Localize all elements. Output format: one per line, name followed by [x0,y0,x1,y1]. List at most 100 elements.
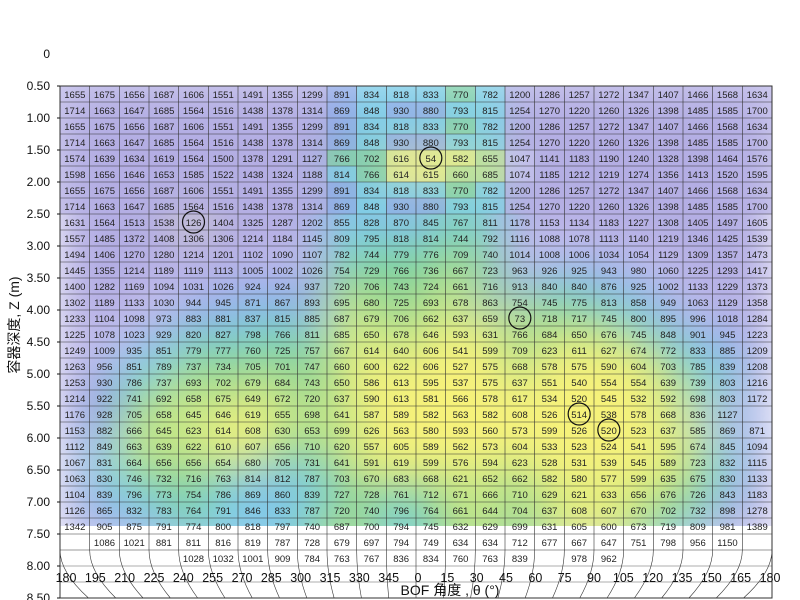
cell-value: 1466 [687,90,708,101]
color-cell [473,356,507,376]
cell-value: 595 [423,378,439,389]
color-cell-top [416,86,446,102]
cell-value: 1516 [213,106,234,117]
cell-value: 620 [334,442,350,453]
color-cell [87,324,122,344]
cell-value: 617 [512,394,528,405]
color-cell-top [208,166,238,182]
color-cell [740,420,772,440]
x-tick-label: 195 [85,571,106,585]
cell-value: 1287 [272,218,293,229]
cell-value: 660 [334,362,350,373]
cell-value: 930 [393,106,409,117]
cell-value: 1485 [94,234,115,245]
cell-value: 924 [245,282,261,293]
cell-value: 1008 [539,250,560,261]
color-cell [710,324,745,344]
color-cell [295,484,329,504]
color-cell-top [712,150,743,166]
color-cell-top [386,134,416,150]
color-cell [295,452,329,472]
cell-value: 1564 [183,138,204,149]
cell-value: 630 [275,426,291,437]
color-cell [592,212,626,232]
color-cell [414,356,448,376]
cell-value: 796 [126,490,142,501]
color-cell [265,276,300,296]
cell-value: 840 [542,282,558,293]
color-cell-top [178,102,209,118]
cell-value: 720 [304,394,320,405]
color-cell [117,404,151,424]
color-cell [354,276,389,296]
cell-value: 697 [364,538,380,549]
grid-curve [386,549,390,599]
color-cell [265,420,300,440]
cell-value: 865 [97,506,113,517]
color-cell-top [653,198,683,214]
cell-value: 1347 [628,90,649,101]
color-cell-top [208,102,238,118]
cell-value: 820 [186,330,202,341]
cell-value: 539 [601,458,617,469]
cell-value: 534 [542,394,558,405]
cell-value: 619 [245,410,261,421]
color-cell [473,388,507,408]
color-cell-top [89,102,120,118]
color-cell [532,436,567,456]
cell-value: 1002 [658,282,679,293]
color-cell [295,388,329,408]
cell-value: 573 [512,426,528,437]
color-cell [443,356,478,376]
cell-value: 744 [453,234,469,245]
cell-value: 1229 [717,282,738,293]
cell-value: 1516 [213,202,234,213]
color-cell-top [267,134,298,150]
color-cell [206,292,240,312]
cell-value: 608 [571,506,587,517]
color-cell-top [267,166,298,182]
cell-value: 1522 [213,170,234,181]
cell-value: 1278 [747,506,768,517]
color-cell [176,276,211,296]
cell-value: 763 [482,554,498,565]
color-cell-top [119,118,149,134]
color-cell-top [356,182,387,198]
cell-value: 1115 [747,458,767,469]
cell-value: 869 [334,202,350,213]
cell-value: 668 [512,362,528,373]
color-cell [532,292,567,312]
color-cell [443,468,478,488]
cell-value: 656 [156,458,172,469]
cell-value: 1280 [153,250,174,261]
cell-value: 1104 [65,490,85,501]
color-cell-top [327,118,357,134]
cell-value: 751 [631,538,647,549]
cell-value: 126 [186,218,202,229]
color-cell [681,356,715,376]
color-cell-top [505,102,535,118]
cell-value: 839 [304,490,320,501]
color-cell-top [623,166,654,182]
grid-curve [497,549,506,599]
cell-value: 674 [690,442,706,453]
cell-value: 1002 [272,266,293,277]
color-cell [206,388,240,408]
cell-value: 1176 [65,410,85,421]
color-cell [562,484,596,504]
cell-value: 607 [245,442,261,453]
cell-value: 1153 [539,218,559,229]
color-cell-top [564,166,594,182]
grid-curve [743,549,773,599]
color-cell [562,516,596,526]
color-cell-top [416,150,446,166]
cell-value: 659 [482,314,498,325]
color-cell [354,212,389,232]
color-cell [710,340,745,360]
color-cell [384,228,418,248]
color-cell [443,340,478,360]
cell-value: 658 [186,394,202,405]
color-cell [354,516,389,526]
color-cell [295,468,329,488]
y-tick-label: 2.50 [27,207,51,221]
